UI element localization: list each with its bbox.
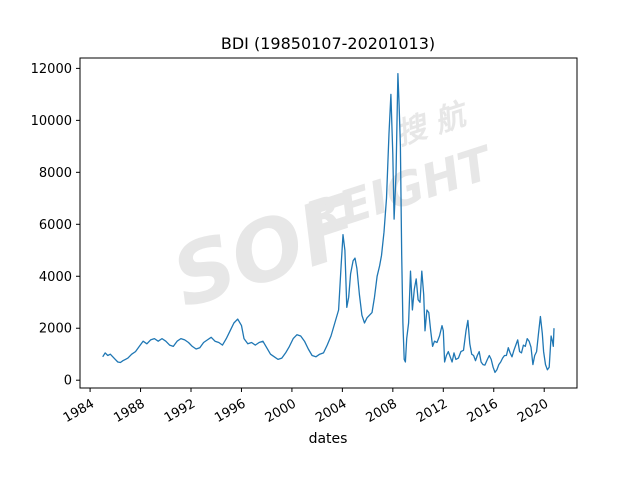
- bdi-series: [102, 72, 555, 374]
- x-tick-label: 2016: [465, 396, 501, 426]
- chart-title: BDI (19850107-20201013): [221, 34, 435, 53]
- y-tick-label: 8000: [39, 166, 72, 181]
- y-tick-label: 10000: [31, 114, 72, 129]
- bdi-series-line: [102, 72, 555, 374]
- x-tick-label: 1988: [111, 396, 147, 426]
- x-tick-label: 2008: [364, 396, 400, 426]
- y-tick-label: 0: [64, 374, 72, 389]
- watermark: 搜 航 SOF REIGHT: [161, 96, 501, 327]
- y-tick-label: 6000: [39, 218, 72, 233]
- y-tick-label: 12000: [31, 62, 72, 77]
- x-tick-label: 1984: [61, 396, 97, 426]
- x-tick-label: 2020: [515, 396, 551, 426]
- x-tick-label: 2004: [313, 396, 349, 426]
- x-axis-ticks: 1984 1988 1992 1996 2000 2004 2008 2012 2016 2020: [61, 388, 551, 426]
- x-tick-label: 2000: [263, 396, 299, 426]
- y-tick-label: 4000: [39, 270, 72, 285]
- x-tick-label: 2012: [414, 396, 450, 426]
- x-tick-label: 1992: [162, 396, 198, 426]
- plot-area-border: [79, 57, 578, 389]
- y-axis-ticks: 0 2000 4000 6000 8000 10000 12000: [31, 62, 80, 389]
- y-tick-label: 2000: [39, 322, 72, 337]
- x-tick-label: 1996: [212, 396, 248, 426]
- x-axis-label: dates: [309, 431, 348, 447]
